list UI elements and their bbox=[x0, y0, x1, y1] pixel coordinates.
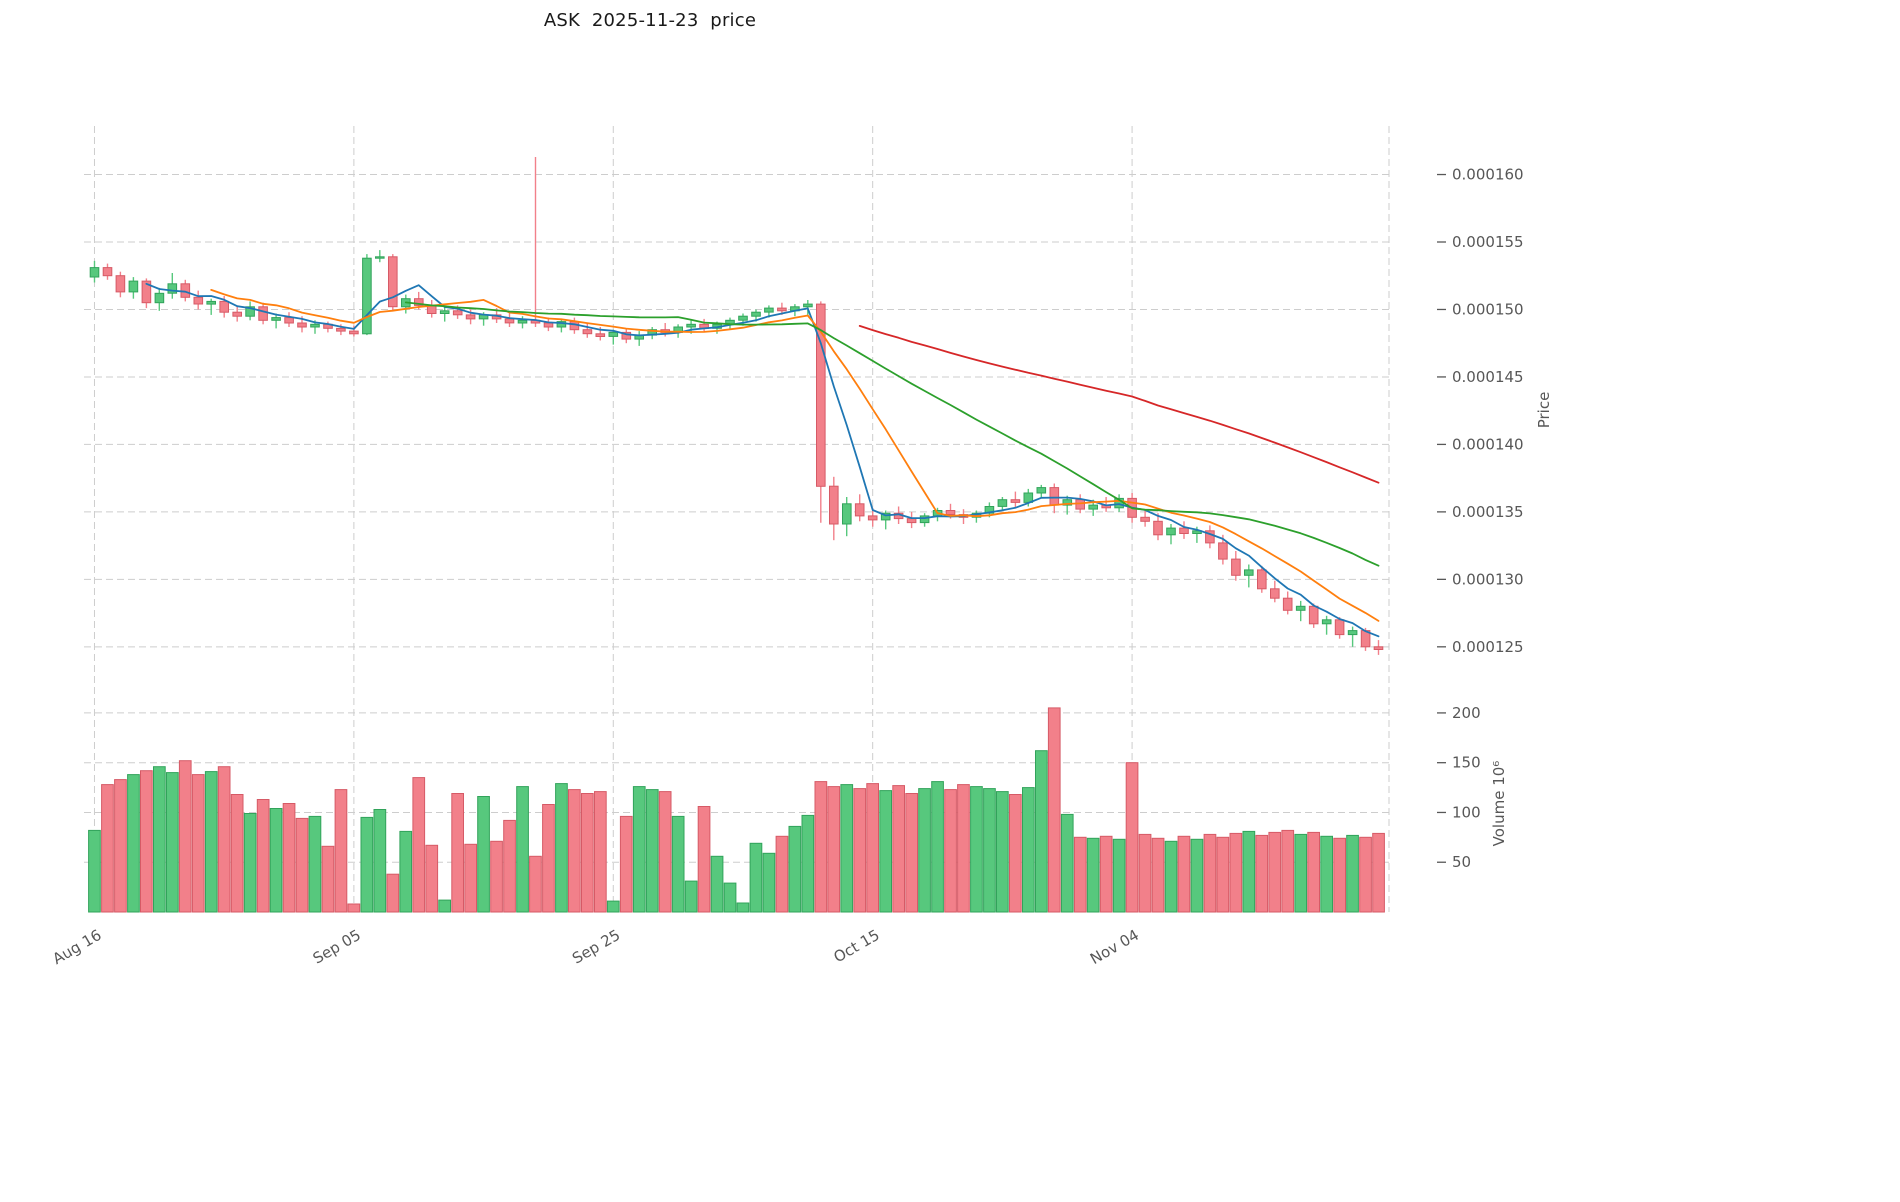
svg-text:50: 50 bbox=[1452, 853, 1471, 871]
svg-text:0.000140: 0.000140 bbox=[1452, 435, 1524, 453]
svg-text:0.000160: 0.000160 bbox=[1452, 166, 1524, 184]
svg-text:0.000125: 0.000125 bbox=[1452, 638, 1524, 656]
svg-text:200: 200 bbox=[1452, 704, 1481, 722]
svg-text:150: 150 bbox=[1452, 754, 1481, 772]
svg-text:Volume 10⁶: Volume 10⁶ bbox=[1490, 761, 1508, 847]
svg-text:100: 100 bbox=[1452, 803, 1481, 821]
svg-text:Nov 04: Nov 04 bbox=[1087, 926, 1142, 968]
svg-text:0.000130: 0.000130 bbox=[1452, 570, 1524, 588]
svg-text:0.000155: 0.000155 bbox=[1452, 233, 1524, 251]
chart-title: ASK 2025-11-23 price bbox=[543, 10, 757, 31]
svg-text:Aug 16: Aug 16 bbox=[49, 926, 104, 968]
svg-text:Oct 15: Oct 15 bbox=[831, 926, 883, 966]
svg-text:0.000145: 0.000145 bbox=[1452, 368, 1524, 386]
svg-text:Sep 25: Sep 25 bbox=[569, 926, 623, 968]
svg-text:Sep 05: Sep 05 bbox=[310, 926, 364, 968]
svg-text:Price: Price bbox=[1535, 392, 1553, 429]
svg-text:0.000135: 0.000135 bbox=[1452, 503, 1524, 521]
svg-text:0.000150: 0.000150 bbox=[1452, 300, 1524, 318]
